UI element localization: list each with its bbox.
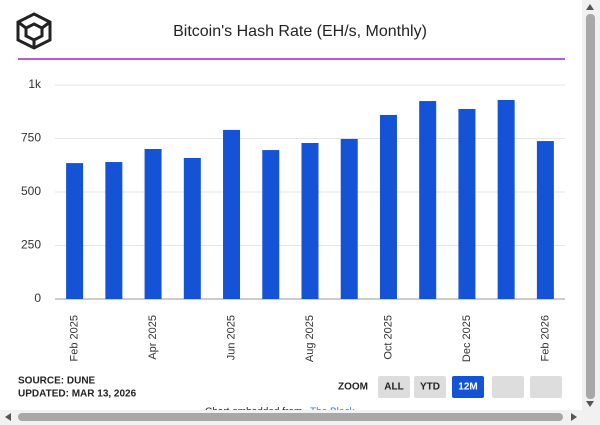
- v-scroll-thumb[interactable]: [586, 14, 595, 399]
- bar: [105, 162, 123, 299]
- zoom-button[interactable]: [414, 376, 446, 398]
- bar: [419, 101, 437, 299]
- y-tick-label: 500: [21, 184, 41, 198]
- bar: [262, 150, 280, 299]
- zoom-button-label[interactable]: YTD: [420, 382, 440, 393]
- zoom-button-label[interactable]: 12M: [458, 382, 477, 393]
- bar: [458, 108, 476, 299]
- x-tick-label: Oct 2025: [382, 315, 394, 360]
- source: SOURCE: DUNE: [18, 376, 96, 387]
- scroll-down[interactable]: [586, 401, 594, 407]
- bar: [66, 163, 84, 299]
- zoom-label: ZOOM: [338, 382, 368, 393]
- bar: [536, 141, 554, 299]
- zoom-button[interactable]: [530, 376, 562, 398]
- zoom-button[interactable]: [378, 376, 410, 398]
- zoom-buttons: ALL YTD 12M: [378, 376, 484, 398]
- y-tick-label: 250: [21, 238, 41, 252]
- bar: [183, 157, 201, 299]
- y-tick-label: 750: [21, 131, 41, 145]
- x-tick-label: Jun 2025: [225, 315, 237, 360]
- bar: [379, 114, 397, 300]
- bar: [301, 142, 319, 299]
- plot-area: 0 250 500 750 1k Feb 2025 Apr 2025 Jun 2025 Aug …: [21, 77, 565, 362]
- x-tick-label: Dec 2025: [461, 315, 473, 362]
- bar: [223, 129, 241, 299]
- scroll-up[interactable]: [586, 4, 594, 10]
- zoom-button[interactable]: [492, 376, 524, 398]
- y-tick-label: 1k: [28, 77, 42, 91]
- bar: [340, 138, 358, 299]
- chart-title: Bitcoin's Hash Rate (EH/s, Monthly): [173, 23, 427, 40]
- x-tick-label: Feb 2026: [539, 315, 551, 361]
- h-scroll-thumb[interactable]: [18, 413, 563, 421]
- scroll-left[interactable]: [5, 413, 11, 421]
- x-tick-label: Aug 2025: [304, 315, 316, 362]
- updated: UPDATED: MAR 13, 2026: [18, 389, 137, 400]
- x-tick-label: Feb 2025: [69, 315, 81, 361]
- x-tick-label: Apr 2025: [147, 315, 159, 360]
- bar: [497, 99, 515, 299]
- zoom-button-label[interactable]: ALL: [384, 382, 403, 393]
- logo: [16, 12, 52, 50]
- scroll-right[interactable]: [571, 413, 577, 421]
- y-tick-label: 0: [34, 291, 41, 305]
- bar: [144, 148, 162, 299]
- zoom-button[interactable]: [452, 376, 484, 398]
